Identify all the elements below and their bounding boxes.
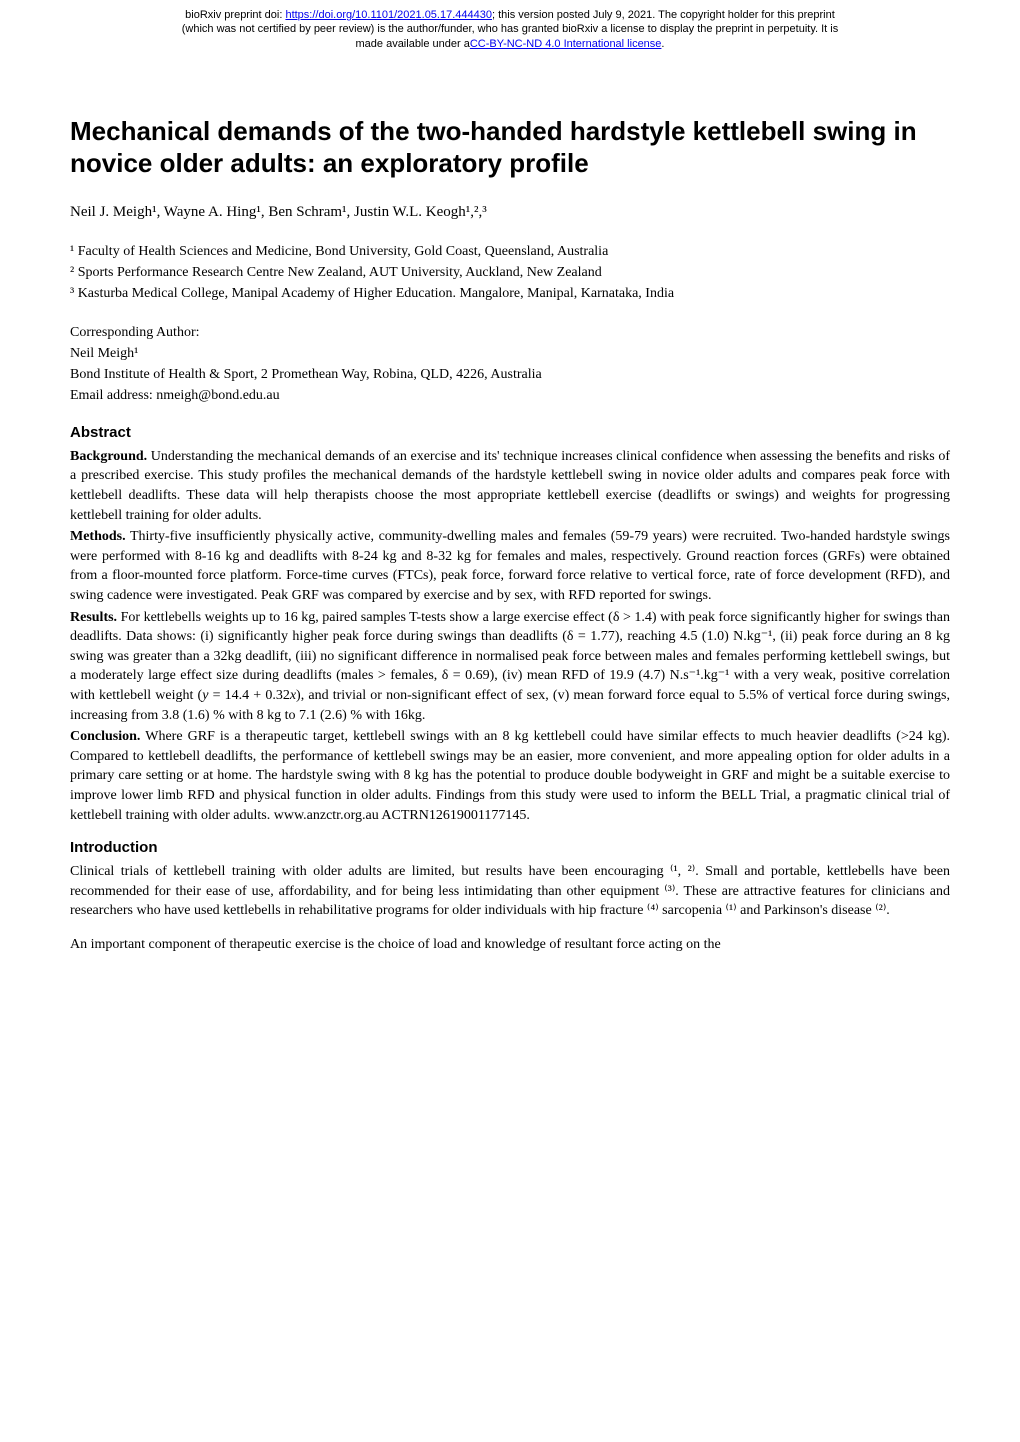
- preprint-line2: (which was not certified by peer review)…: [182, 23, 838, 35]
- abstract-heading: Abstract: [70, 424, 950, 441]
- abstract-paragraph: Methods. Thirty-five insufficiently phys…: [70, 527, 950, 605]
- paper-title: Mechanical demands of the two-handed har…: [70, 115, 950, 180]
- affiliations-block: ¹ Faculty of Health Sciences and Medicin…: [70, 241, 950, 304]
- affiliation-item: ² Sports Performance Research Centre New…: [70, 262, 950, 283]
- abstract-paragraph: Conclusion. Where GRF is a therapeutic t…: [70, 727, 950, 825]
- abstract-body: Background. Understanding the mechanical…: [70, 447, 950, 825]
- preprint-line3-suffix: .: [661, 38, 664, 50]
- abstract-paragraph: Background. Understanding the mechanical…: [70, 447, 950, 525]
- abstract-paragraph: Results. For kettlebells weights up to 1…: [70, 608, 950, 726]
- preprint-line1-prefix: bioRxiv preprint doi:: [185, 9, 285, 21]
- introduction-body: Clinical trials of kettlebell training w…: [70, 862, 950, 954]
- intro-paragraph: An important component of therapeutic ex…: [70, 935, 950, 955]
- doi-link[interactable]: https://doi.org/10.1101/2021.05.17.44443…: [285, 9, 492, 21]
- license-link[interactable]: CC-BY-NC-ND 4.0 International license: [470, 38, 662, 50]
- intro-paragraph: Clinical trials of kettlebell training w…: [70, 862, 950, 921]
- corresponding-author-block: Corresponding Author: Neil Meigh¹ Bond I…: [70, 322, 950, 406]
- introduction-heading: Introduction: [70, 839, 950, 856]
- author-list: Neil J. Meigh¹, Wayne A. Hing¹, Ben Schr…: [70, 204, 950, 221]
- corresponding-heading: Corresponding Author:: [70, 322, 950, 343]
- page-content: Mechanical demands of the two-handed har…: [0, 55, 1020, 1009]
- corresponding-address: Bond Institute of Health & Sport, 2 Prom…: [70, 364, 950, 385]
- preprint-line1-suffix: ; this version posted July 9, 2021. The …: [492, 9, 835, 21]
- preprint-banner: bioRxiv preprint doi: https://doi.org/10…: [0, 0, 1020, 55]
- affiliation-item: ¹ Faculty of Health Sciences and Medicin…: [70, 241, 950, 262]
- corresponding-email: Email address: nmeigh@bond.edu.au: [70, 385, 950, 406]
- corresponding-name: Neil Meigh¹: [70, 343, 950, 364]
- preprint-line3-prefix: made available under a: [356, 38, 470, 50]
- affiliation-item: ³ Kasturba Medical College, Manipal Acad…: [70, 283, 950, 304]
